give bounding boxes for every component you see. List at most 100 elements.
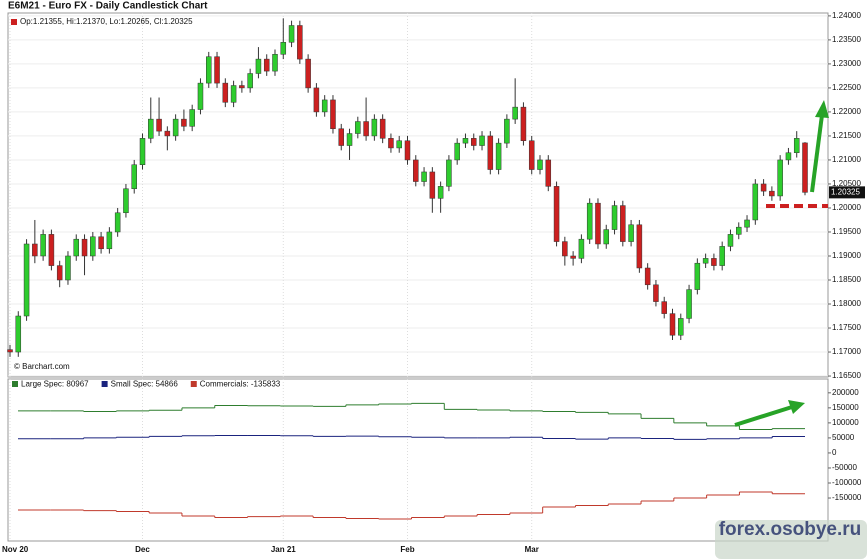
y-tick-label: 100000	[832, 418, 859, 427]
candle-body	[371, 118, 378, 137]
candle-body	[280, 42, 287, 55]
price-marker-box	[829, 186, 865, 199]
candle-body	[777, 159, 783, 197]
y-tick-label: 1.17000	[832, 347, 861, 356]
x-tick-label: Dec	[135, 545, 150, 554]
candle-body	[197, 82, 204, 110]
x-tick-label: Jan 21	[271, 545, 296, 554]
candle-body	[479, 135, 485, 146]
candle-body	[313, 87, 320, 113]
candle-body	[346, 133, 353, 146]
candle-body	[189, 109, 195, 127]
y-tick-label: 1.18500	[832, 275, 861, 284]
candle-body	[537, 159, 543, 170]
y-tick-label: 1.23500	[832, 35, 861, 44]
candle-body	[702, 258, 709, 264]
candle-body	[429, 171, 436, 199]
candle-body	[404, 140, 411, 161]
candle-body	[562, 241, 568, 257]
candle-body	[595, 202, 601, 245]
candle-body	[139, 138, 146, 165]
candle-body	[471, 138, 477, 146]
candle-body	[15, 315, 22, 353]
candle-body	[744, 219, 750, 228]
candle-body	[570, 255, 576, 259]
candle-body	[545, 159, 552, 187]
y-tick-label: 1.19500	[832, 227, 861, 236]
y-tick-label: 1.22500	[832, 83, 861, 92]
candle-body	[686, 289, 692, 319]
candle-body	[636, 224, 643, 269]
candle-body	[230, 85, 237, 103]
candle-body	[272, 54, 278, 72]
y-tick-label: 1.22000	[832, 107, 861, 116]
y-tick-label: 1.20000	[832, 203, 861, 212]
candle-body	[65, 255, 71, 281]
legend-swatch	[12, 381, 18, 387]
x-tick-label: Feb	[400, 545, 414, 554]
candle-body	[388, 138, 394, 149]
arrow-shaft	[810, 114, 824, 193]
candle-body	[48, 234, 55, 266]
y-tick-label: 1.18000	[832, 299, 861, 308]
candle-body	[512, 106, 518, 120]
arrow-shaft	[734, 405, 793, 427]
candle-body	[263, 58, 270, 72]
candle-body	[661, 301, 667, 314]
candle-body	[752, 183, 759, 221]
candle-body	[785, 152, 792, 161]
candle-body	[711, 258, 717, 266]
candle-body	[156, 118, 162, 132]
candle-body	[355, 121, 361, 134]
candle-body	[288, 25, 295, 43]
candle-body	[653, 284, 659, 302]
y-tick-label: 1.21000	[832, 155, 861, 164]
candle-body	[239, 85, 245, 89]
y-tick-label: 0	[832, 448, 837, 457]
ohlc-info: Op:1.21355, Hi:1.21370, Lo:1.20265, Cl:1…	[20, 17, 193, 26]
candle-body	[504, 118, 510, 144]
legend-label: Commercials: -135833	[200, 380, 281, 389]
candle-body	[379, 118, 386, 139]
candle-body	[669, 313, 676, 336]
legend-swatch	[101, 381, 108, 387]
candle-body	[98, 236, 104, 250]
candle-body	[172, 118, 179, 137]
candle-body	[553, 186, 560, 242]
candle-body	[520, 106, 527, 141]
candle-body	[214, 56, 220, 84]
arrow-head	[815, 100, 829, 118]
x-tick-label: Mar	[525, 545, 539, 554]
candle-body	[206, 56, 212, 84]
candle-body	[495, 142, 502, 170]
candle-body	[487, 135, 494, 170]
candle-body	[81, 238, 88, 257]
candle-body	[603, 229, 609, 245]
candle-body	[181, 118, 187, 127]
candle-body	[222, 82, 229, 103]
candle-body	[330, 99, 336, 129]
candle-body	[719, 246, 725, 266]
x-tick-label: Nov 20	[2, 545, 29, 554]
chart-title: E6M21 - Euro FX - Daily Candlestick Char…	[8, 1, 208, 12]
candle-body	[578, 238, 585, 259]
y-tick-label: 200000	[832, 388, 859, 397]
y-tick-label: 1.17500	[832, 323, 861, 332]
price-panel	[7, 12, 829, 378]
cot-panel	[7, 378, 829, 542]
legend-label: Small Spec: 54866	[111, 380, 179, 389]
candle-body	[305, 58, 311, 89]
y-tick-label: -50000	[832, 463, 857, 472]
candle-body	[462, 138, 469, 144]
source: © Barchart.com	[14, 362, 70, 371]
candle-body	[321, 99, 328, 113]
candle-body	[528, 140, 535, 170]
candle-body	[23, 243, 30, 317]
candle-body	[454, 142, 460, 161]
candle-body	[90, 236, 96, 257]
candle-body	[736, 226, 742, 235]
watermark-box	[715, 520, 867, 559]
y-tick-label: -150000	[832, 493, 862, 502]
candle-body	[727, 234, 734, 247]
